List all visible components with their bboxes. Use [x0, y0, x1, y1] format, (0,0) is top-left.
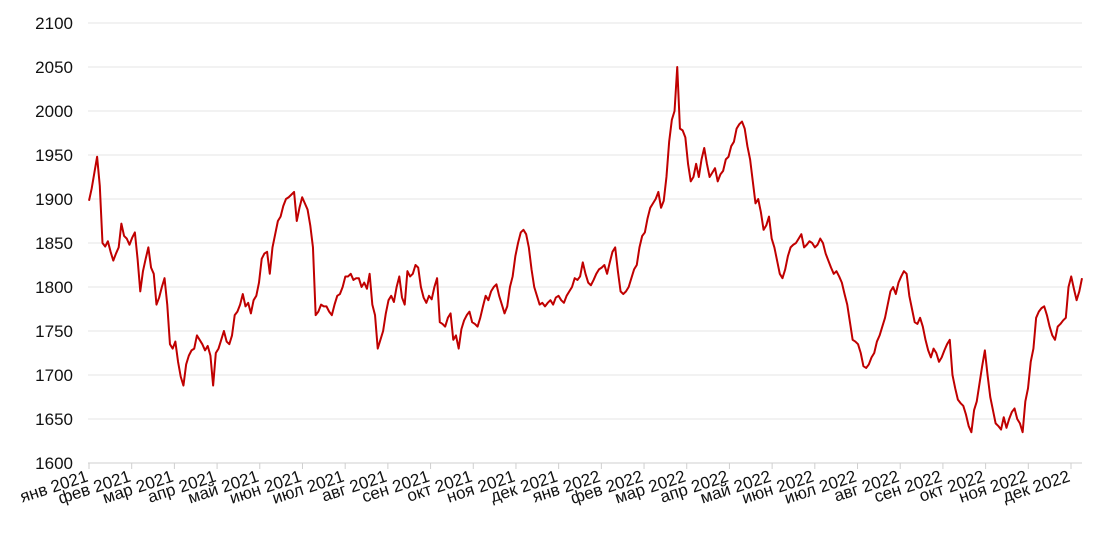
y-tick-label: 1900 [35, 190, 73, 209]
y-axis-tick-labels: 1600 1650 1700 1750 1800 1850 1900 1950 2000 2050… [35, 14, 73, 473]
y-tick-label: 1850 [35, 234, 73, 253]
y-tick-label: 2050 [35, 58, 73, 77]
y-tick-label: 1650 [35, 410, 73, 429]
series-line [88, 66, 1083, 434]
y-tick-label: 2000 [35, 102, 73, 121]
gridlines [88, 22, 1082, 464]
y-tick-label: 1800 [35, 278, 73, 297]
y-tick-label: 2100 [35, 14, 73, 33]
y-tick-label: 1600 [35, 454, 73, 473]
y-tick-label: 1750 [35, 322, 73, 341]
y-tick-label: 1700 [35, 366, 73, 385]
series-layer [88, 66, 1083, 434]
y-tick-label: 1950 [35, 146, 73, 165]
